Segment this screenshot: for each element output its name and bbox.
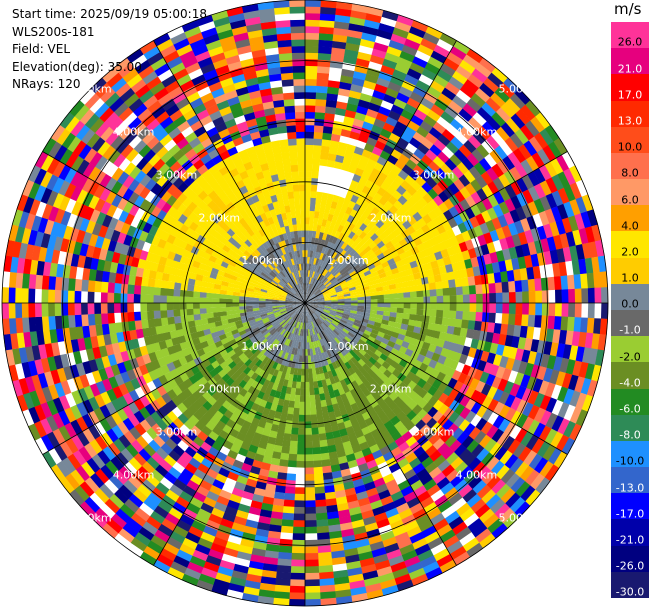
azimuth-spoke <box>153 302 306 566</box>
colorbar-segment <box>611 231 649 259</box>
colorbar-unit: m/s <box>614 0 642 18</box>
nrays-label: NRays: 120 <box>12 77 81 91</box>
colorbar-tick-label: -21.0 <box>615 533 645 547</box>
ppi-velocity-plot: 1.00km 2.00km 3.00km 4.00km 5.00km 1.00km 2.00… <box>1 0 609 607</box>
field-label: Field: VEL <box>12 42 71 56</box>
colorbar-segment <box>611 48 649 75</box>
scan-info: Start time: 2025/09/19 05:00:18 WLS200s-… <box>12 6 207 94</box>
colorbar-tick-label: 2.0 <box>621 245 639 259</box>
range-label: 4.00km <box>113 468 155 481</box>
range-label: 5.00km <box>498 511 540 524</box>
azimuth-spoke <box>304 151 568 304</box>
colorbar-segment <box>611 22 649 49</box>
colorbar-tick-label: -17.0 <box>615 507 645 521</box>
azimuth-spoke <box>153 40 306 304</box>
radar-gates <box>1 0 609 607</box>
colorbar-tick-label: -8.0 <box>619 428 641 442</box>
azimuth-spoke <box>304 302 568 455</box>
colorbar-tick-label: 4.0 <box>621 219 639 233</box>
colorbar-segment <box>611 571 649 599</box>
range-label: 1.00km <box>327 340 369 353</box>
range-label: 3.00km <box>413 168 455 181</box>
range-label: 5.00km <box>70 511 112 524</box>
colorbar-segment <box>611 205 649 232</box>
colorbar-segment <box>611 519 649 547</box>
range-labels: 1.00km 2.00km 3.00km 4.00km 5.00km 1.00km 2.00… <box>70 83 540 525</box>
instrument-label: WLS200s-181 <box>12 24 95 39</box>
colorbar-tick-label: 17.0 <box>617 88 643 102</box>
elevation-label: Elevation(deg): 35.00 <box>12 59 142 74</box>
colorbar-segment <box>611 257 649 285</box>
colorbar-tick-label: -26.0 <box>615 559 645 573</box>
colorbar-tick-label: -10.0 <box>615 454 645 468</box>
colorbar-tick-label: 0.0 <box>621 297 639 311</box>
colorbar-segment <box>611 126 649 154</box>
colorbar-segment <box>611 545 649 573</box>
colorbar-segment <box>611 388 649 416</box>
range-label: 2.00km <box>370 383 412 396</box>
azimuth-spoke <box>42 151 306 304</box>
range-label: 2.00km <box>370 211 412 224</box>
range-rings <box>1 0 609 607</box>
azimuth-spoke <box>304 302 457 566</box>
range-label: 4.00km <box>456 468 498 481</box>
colorbar-segment <box>611 283 649 311</box>
range-label: 1.00km <box>241 340 283 353</box>
colorbar-tick-label: 13.0 <box>617 114 643 128</box>
range-label: 5.00km <box>70 83 112 96</box>
colorbar-tick-label: 1.0 <box>621 271 639 285</box>
range-label: 4.00km <box>113 126 155 139</box>
azimuth-spoke <box>42 302 306 455</box>
colorbar-tick-label: -2.0 <box>619 350 641 364</box>
colorbar-segment <box>611 336 649 363</box>
range-label: 3.00km <box>156 426 198 439</box>
colorbar-segment <box>611 74 649 102</box>
colorbar-segment <box>611 310 649 337</box>
colorbar-segment <box>611 179 649 206</box>
colorbar-segment <box>611 100 649 128</box>
range-label: 4.00km <box>456 126 498 139</box>
colorbar-tick-label: -30.0 <box>615 585 645 599</box>
colorbar-segment <box>611 493 649 520</box>
colorbar-tick-label: -6.0 <box>619 402 641 416</box>
range-label: 2.00km <box>199 211 241 224</box>
colorbar-tick-label: -4.0 <box>619 376 641 390</box>
colorbar-tick-label: 26.0 <box>617 35 643 49</box>
colorbar-segment <box>611 362 649 390</box>
range-label: 1.00km <box>241 254 283 267</box>
start-time-label: Start time: 2025/09/19 05:00:18 <box>12 7 207 21</box>
colorbar-segment <box>611 440 649 468</box>
range-label: 3.00km <box>413 426 455 439</box>
colorbar-tick-label: 21.0 <box>617 62 643 76</box>
colorbar-segment <box>611 467 649 494</box>
colorbar-segment <box>611 152 649 180</box>
azimuth-spoke <box>304 40 457 304</box>
range-label: 1.00km <box>327 254 369 267</box>
colorbar-tick-label: -1.0 <box>619 323 641 337</box>
colorbar-tick-label: 10.0 <box>617 140 643 154</box>
colorbar-tick-label: -13.0 <box>615 481 645 494</box>
colorbar-tick-label: 8.0 <box>621 166 639 180</box>
range-label: 2.00km <box>199 383 241 396</box>
colorbar-tick-label: 6.0 <box>621 193 639 206</box>
range-label: 3.00km <box>156 168 198 181</box>
range-label: 5.00km <box>498 83 540 96</box>
velocity-colorbar: 26.0 21.0 17.0 13.0 10.0 8.0 6.0 4.0 2.0 1.0 0.0 -1… <box>611 22 649 599</box>
colorbar-segment <box>611 414 649 442</box>
